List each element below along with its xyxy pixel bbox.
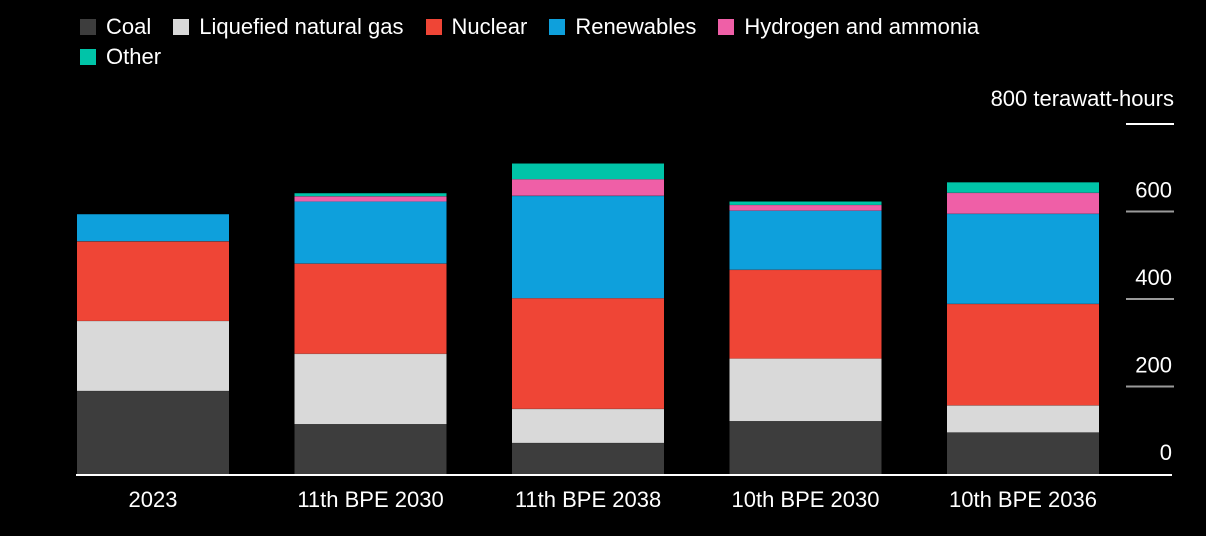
bar-10th-bpe-2030-other (729, 201, 882, 205)
x-tick-label-10th-bpe-2030: 10th BPE 2030 (731, 487, 879, 512)
bar-11th-bpe-2030-other (294, 193, 447, 197)
legend-label-coal: Coal (106, 14, 152, 39)
bar-10th-bpe-2036-liquefied-natural-gas (947, 405, 1099, 433)
legend-item-nuclear: Nuclear (425, 14, 528, 40)
legend-label-lng: Liquefied natural gas (199, 14, 404, 39)
bar-10th-bpe-2030-liquefied-natural-gas (729, 358, 882, 422)
legend-swatch-nuclear (425, 19, 442, 35)
legend-label-other: Other (106, 44, 162, 69)
legend-swatch-hydrogen (718, 19, 735, 35)
bar-11th-bpe-2030-liquefied-natural-gas (294, 353, 447, 425)
bar-10th-bpe-2036-nuclear (947, 303, 1099, 406)
bar-11th-bpe-2038-nuclear (512, 298, 664, 409)
bar-10th-bpe-2030-nuclear (729, 269, 882, 359)
bar-11th-bpe-2038-hydrogen-and-ammonia (512, 179, 664, 196)
legend-swatch-other (80, 49, 96, 65)
bar-10th-bpe-2036-coal (947, 432, 1099, 474)
bar-11th-bpe-2030-nuclear (294, 263, 447, 354)
legend-swatch-coal (80, 19, 96, 35)
bar-10th-bpe-2036-other (947, 182, 1099, 193)
legend-item-coal: Coal (80, 14, 151, 40)
legend-label-hydrogen: Hydrogen and ammonia (744, 14, 980, 39)
bar-11th-bpe-2030-hydrogen-and-ammonia (294, 196, 447, 202)
bar-11th-bpe-2030-renewables (294, 201, 447, 264)
bar-2023-nuclear (77, 241, 229, 321)
y-tick-label-600: 600 (1135, 178, 1172, 203)
legend-swatch-renewables (549, 19, 566, 35)
y-tick-label-200: 200 (1135, 353, 1172, 378)
y-tick-label-400: 400 (1135, 265, 1172, 290)
bar-2023-coal (77, 390, 229, 474)
legend-label-renewables: Renewables (575, 14, 697, 39)
legend-item-renewables: Renewables (549, 14, 696, 40)
legend-item-hydrogen: Hydrogen and ammonia (718, 14, 979, 40)
legend-label-nuclear: Nuclear (451, 14, 528, 39)
bar-10th-bpe-2030-hydrogen-and-ammonia (729, 204, 882, 211)
bar-11th-bpe-2038-other (512, 163, 664, 180)
bar-10th-bpe-2036-renewables (947, 213, 1099, 304)
bar-11th-bpe-2038-coal (512, 442, 664, 474)
y-tick-label-0: 0 (1160, 440, 1172, 465)
bar-10th-bpe-2036-hydrogen-and-ammonia (947, 192, 1099, 214)
bar-11th-bpe-2038-renewables (512, 195, 664, 299)
legend: Coal Liquefied natural gas Nuclear Renew… (80, 12, 1180, 72)
bar-10th-bpe-2030-coal (729, 421, 882, 474)
bar-2023-liquefied-natural-gas (77, 320, 229, 391)
x-tick-label-11th-bpe-2038: 11th BPE 2038 (515, 487, 661, 512)
x-tick-label-11th-bpe-2030: 11th BPE 2030 (297, 487, 443, 512)
y-axis-label: 800 terawatt-hours (990, 86, 1174, 111)
legend-row-1: Coal Liquefied natural gas Nuclear Renew… (80, 12, 1180, 42)
bar-2023-renewables (77, 214, 229, 242)
x-tick-label-10th-bpe-2036: 10th BPE 2036 (949, 487, 1097, 512)
bar-11th-bpe-2038-liquefied-natural-gas (512, 408, 664, 443)
legend-item-lng: Liquefied natural gas (173, 14, 404, 40)
bar-10th-bpe-2030-renewables (729, 210, 882, 270)
bar-11th-bpe-2030-coal (294, 424, 447, 474)
legend-row-2: Other (80, 42, 1180, 72)
x-tick-label-2023: 2023 (129, 487, 178, 512)
legend-swatch-lng (173, 19, 190, 35)
legend-item-other: Other (80, 44, 161, 70)
